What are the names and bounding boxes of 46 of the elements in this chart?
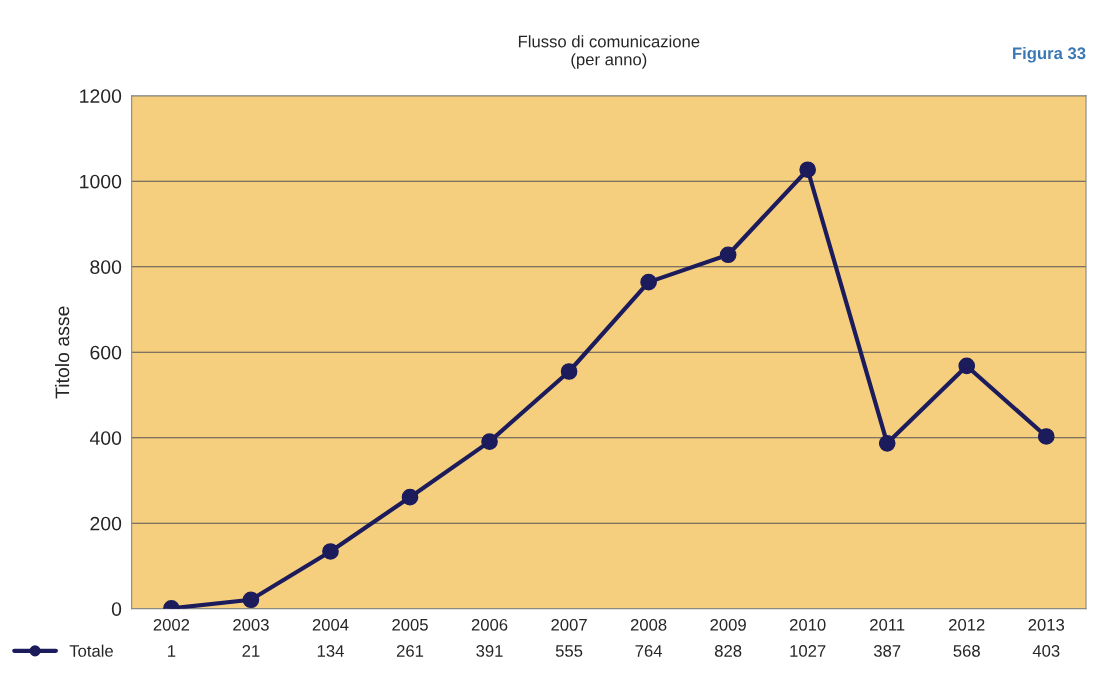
chart-title: Flusso di comunicazione (per anno) [518,35,700,69]
x-tick-label: 2009 [710,618,746,631]
data-label: 21 [242,645,260,657]
point [242,591,260,609]
y-axis-title: Titolo asse [54,306,70,399]
data-label: 568 [953,645,980,657]
point [719,246,737,264]
point [878,434,896,452]
point [640,273,657,291]
legend-label: Totale [69,644,113,657]
point [481,433,498,450]
text: Figura 33 [1013,46,1086,63]
y-tick-label: 1200 [80,89,122,103]
point [958,357,976,375]
x-tick-label: 2005 [392,618,428,631]
data-label: 261 [396,645,424,657]
x-tick-label: 2012 [949,618,985,631]
data-label: 828 [714,645,742,657]
y-tick-label: 200 [90,516,122,531]
data-label: 1 [168,645,176,657]
point [401,488,419,506]
point [322,543,339,560]
point [1037,428,1055,445]
data-label: 134 [317,645,344,657]
point [560,363,578,380]
x-tick-label: 2013 [1028,618,1065,631]
data-label: 1027 [790,645,826,657]
data-label: 391 [476,645,503,657]
x-tick-label: 2011 [870,618,905,631]
x-tick-label: 2006 [471,618,508,631]
x-tick-label: 2010 [789,618,826,631]
x-tick-label: 2003 [233,618,269,631]
data-label: 764 [635,645,663,657]
y-tick-label: 1000 [80,174,122,189]
data-label: 387 [873,645,901,657]
data-label: 403 [1032,645,1060,657]
data-label: 555 [555,645,583,657]
x-tick-label: 2004 [312,618,349,631]
point [799,161,817,179]
x-tick-label: 2007 [551,618,587,631]
x-tick-label: 2002 [153,618,190,631]
y-tick-label: 800 [90,260,122,274]
x-tick-label: 2008 [630,618,667,631]
y-tick-label: 400 [89,431,122,445]
y-tick-label: 600 [90,345,122,360]
y-tick-label: 0 [111,602,122,616]
